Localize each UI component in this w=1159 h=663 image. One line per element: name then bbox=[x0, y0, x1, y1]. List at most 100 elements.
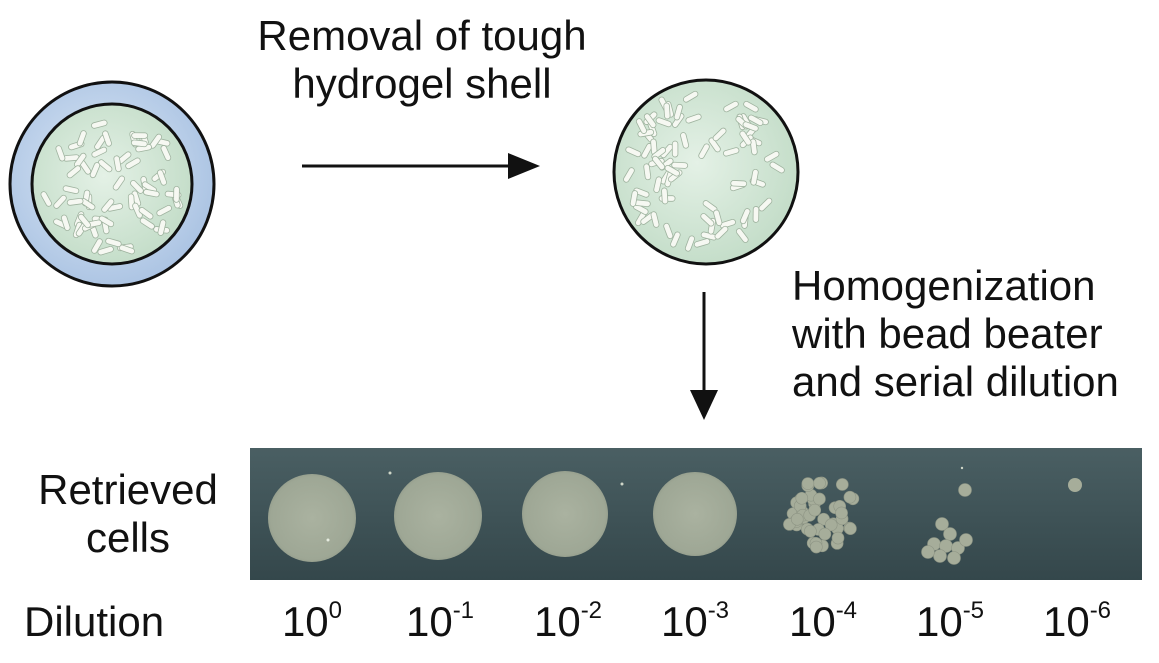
spot-1 bbox=[268, 474, 356, 562]
colony bbox=[818, 527, 832, 541]
spot-2 bbox=[394, 472, 482, 560]
bacterium-icon bbox=[708, 137, 721, 153]
bacterium-icon bbox=[130, 180, 144, 194]
bacterium-icon bbox=[91, 146, 108, 158]
dilution-exponent: 0 bbox=[328, 597, 343, 624]
bacterium-icon bbox=[130, 139, 148, 148]
colony bbox=[935, 517, 949, 531]
bacterium-icon bbox=[635, 118, 648, 134]
dilution-row-label: Dilution bbox=[24, 598, 165, 645]
bacterium-icon bbox=[653, 176, 663, 193]
dilution-label: 10-2 bbox=[513, 598, 623, 646]
bacterium-icon bbox=[722, 147, 740, 157]
bacterium-icon bbox=[752, 206, 760, 223]
bacterium-icon bbox=[673, 103, 683, 121]
label-line: with bead beater bbox=[792, 310, 1103, 357]
label-line: Homogenization bbox=[792, 262, 1096, 309]
bacterium-icon bbox=[97, 159, 113, 173]
label-line: cells bbox=[85, 514, 171, 561]
colony bbox=[844, 522, 857, 535]
dilution-label: 10-6 bbox=[1022, 598, 1132, 646]
dilution-exponent: -4 bbox=[835, 597, 858, 624]
bacterium-icon bbox=[769, 161, 785, 174]
colony bbox=[921, 545, 935, 559]
bacterium-icon bbox=[747, 114, 764, 126]
spot-5-colonies bbox=[783, 476, 860, 554]
bacterium-icon bbox=[663, 102, 671, 120]
agar-plate-photo bbox=[250, 448, 1142, 580]
bacterium-icon bbox=[160, 145, 172, 161]
bacterium-icon bbox=[714, 225, 729, 240]
colony bbox=[813, 492, 826, 506]
dilution-label: 10-1 bbox=[385, 598, 495, 646]
bacterium-icon bbox=[633, 187, 650, 198]
bacterium-icon bbox=[712, 127, 727, 142]
colony bbox=[836, 478, 849, 491]
label-line: and serial dilution bbox=[792, 358, 1119, 405]
bacterium-icon bbox=[650, 211, 660, 228]
colony bbox=[804, 524, 817, 538]
bacterium-icon bbox=[749, 138, 758, 156]
bacterium-icon bbox=[671, 140, 679, 158]
bacterium-icon bbox=[105, 237, 122, 248]
colony bbox=[959, 533, 973, 547]
bacterium-icon bbox=[663, 222, 674, 240]
bacterium-icon bbox=[735, 228, 749, 243]
bacterium-icon bbox=[643, 113, 657, 129]
label-line: hydrogel shell bbox=[292, 60, 552, 107]
bacterium-icon bbox=[693, 238, 711, 248]
bacterium-icon bbox=[112, 175, 126, 191]
bacterium-icon bbox=[719, 219, 736, 229]
dilution-exponent: -2 bbox=[580, 597, 603, 624]
dilution-base: 10 bbox=[533, 598, 581, 645]
label-line: Removal of tough bbox=[257, 12, 587, 59]
bacterium-icon bbox=[698, 143, 710, 159]
bacterium-icon bbox=[77, 213, 91, 229]
colony bbox=[831, 531, 845, 545]
colony bbox=[801, 477, 815, 490]
colony bbox=[958, 483, 972, 497]
label-line: Retrieved bbox=[38, 466, 218, 513]
bacterium-icon bbox=[670, 231, 681, 248]
bacterium-icon bbox=[625, 146, 642, 158]
dilution-base: 10 bbox=[405, 598, 453, 645]
bacterium-icon bbox=[91, 119, 108, 129]
bacterium-icon bbox=[643, 163, 652, 181]
bacterium-icon bbox=[157, 219, 167, 236]
bacterium-icon bbox=[98, 215, 115, 228]
bacterium-icon bbox=[60, 214, 71, 231]
bacterium-icon bbox=[652, 155, 666, 171]
spot-7-colonies bbox=[1068, 478, 1082, 492]
step-removal-label: Removal of tough hydrogel shell bbox=[222, 12, 622, 108]
bacterium-icon bbox=[758, 197, 773, 212]
bacterium-icon bbox=[743, 100, 759, 113]
bacterium-icon bbox=[97, 246, 114, 256]
arrow-right bbox=[302, 153, 540, 179]
bacterium-icon bbox=[40, 191, 52, 207]
colony bbox=[843, 490, 857, 504]
retrieved-cells-label: Retrieved cells bbox=[22, 466, 234, 562]
colony bbox=[835, 506, 848, 520]
bacterium-icon bbox=[682, 90, 699, 103]
bacterium-icon bbox=[113, 155, 122, 173]
dilution-label: 10-4 bbox=[768, 598, 878, 646]
bacterium-icon bbox=[713, 209, 723, 226]
bacterium-icon bbox=[156, 204, 172, 217]
bacterium-icon bbox=[131, 132, 148, 139]
bacterium-icon bbox=[66, 197, 84, 206]
bacterium-icon bbox=[629, 190, 639, 207]
bacterium-icon bbox=[89, 162, 101, 179]
bacterium-icon bbox=[91, 238, 103, 254]
bacterium-icon bbox=[723, 100, 739, 113]
bacterium-icon bbox=[623, 167, 635, 183]
bacteria-cells bbox=[40, 119, 184, 256]
colony bbox=[813, 476, 826, 490]
bacterium-icon bbox=[671, 161, 689, 169]
dilution-exponent: -1 bbox=[452, 597, 475, 624]
colony bbox=[947, 551, 961, 565]
dilution-exponent: -3 bbox=[707, 597, 730, 624]
bacterium-icon bbox=[125, 157, 141, 170]
spot-3 bbox=[522, 471, 608, 557]
dilution-base: 10 bbox=[915, 598, 963, 645]
colony bbox=[824, 518, 838, 532]
